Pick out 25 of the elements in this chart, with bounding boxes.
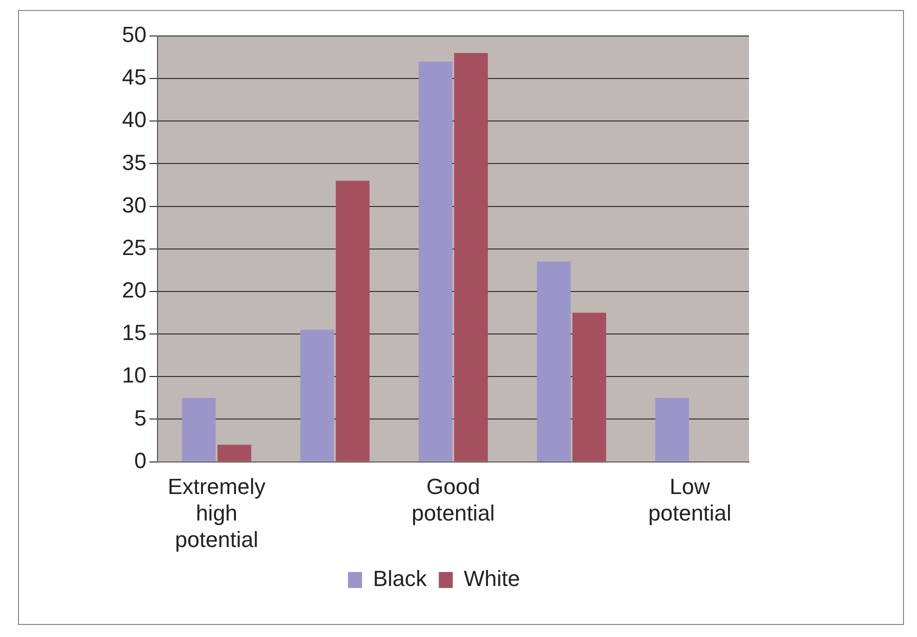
bar	[336, 180, 370, 462]
y-tick-label: 35	[122, 150, 146, 175]
y-tick-label: 30	[122, 192, 146, 218]
y-tick-label: 50	[122, 22, 146, 48]
legend-label: Black	[372, 566, 428, 592]
bar	[218, 444, 252, 462]
bar	[182, 398, 216, 462]
y-tick-label: 25	[122, 234, 146, 260]
x-tick-label: Good potential	[412, 474, 495, 526]
bar	[655, 398, 689, 462]
x-tick-label: Low potential	[648, 474, 732, 526]
x-tick-label: Extremely high potential	[168, 474, 266, 552]
bar	[418, 62, 452, 462]
legend-label: White	[464, 566, 520, 592]
bar	[454, 53, 488, 462]
y-tick-label: 10	[122, 362, 146, 388]
y-tick-label: 5	[134, 405, 146, 430]
bar	[572, 312, 606, 462]
y-tick-label: 40	[122, 107, 146, 132]
y-tick-label: 20	[122, 278, 146, 303]
y-tick-label: 45	[122, 64, 146, 90]
bar	[536, 262, 571, 462]
bar	[300, 330, 334, 462]
y-tick-label: 0	[134, 448, 146, 473]
y-tick-label: 15	[122, 320, 146, 346]
